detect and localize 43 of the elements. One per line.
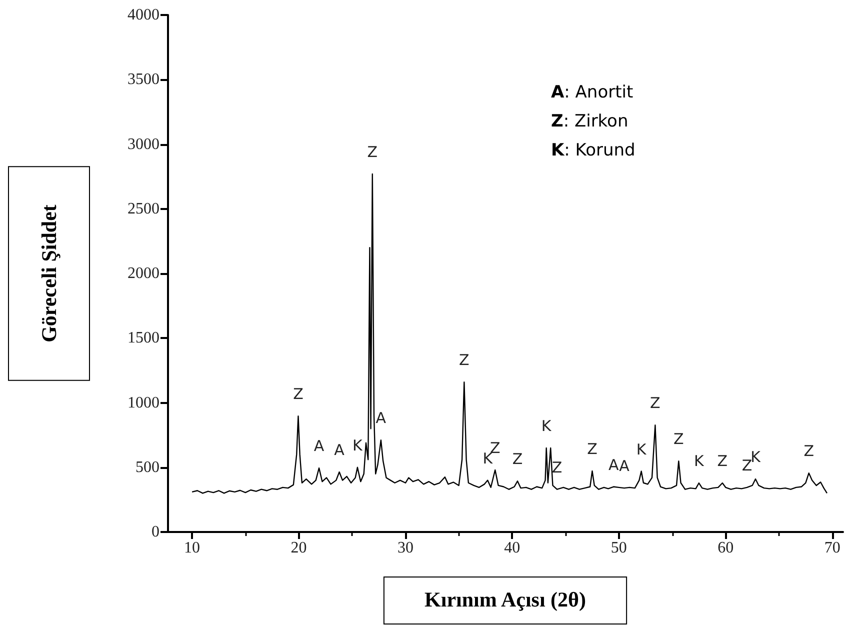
annotation: A (314, 437, 325, 456)
x-tick-label: 40 (504, 540, 520, 556)
y-tick-label: 4000 (128, 6, 160, 24)
annotation: A: Anortit (551, 82, 634, 102)
annotation: Z (742, 456, 752, 474)
annotation: A (608, 456, 620, 474)
line-series (191, 173, 828, 494)
x-axis-title: Kırınım Açısı (2θ) (424, 588, 586, 612)
annotation: Z (512, 450, 523, 468)
annotation: Z (459, 351, 470, 370)
annotation: K (352, 436, 364, 454)
annotation: K: Korund (551, 140, 636, 160)
x-tick-label: 10 (184, 540, 200, 556)
x-tick-label: 70 (824, 540, 840, 556)
annotation: Z (293, 385, 304, 404)
annotation: Z (674, 430, 684, 448)
x-tick-label: 20 (290, 540, 307, 556)
annotation: Z (804, 442, 814, 460)
y-tick-label: 500 (136, 458, 160, 476)
y-tick-label: 2500 (128, 200, 160, 218)
y-tick-label: 3000 (128, 136, 160, 153)
annotation: Z (650, 394, 660, 412)
annotation: A (619, 457, 630, 476)
annotation: Z (587, 440, 598, 458)
y-tick-label: 3500 (128, 71, 160, 88)
y-tick-label: 2000 (128, 265, 160, 282)
annotation: K (541, 416, 552, 435)
annotation: K (636, 440, 648, 458)
annotation: Z (717, 452, 728, 470)
y-tick-label: 0 (152, 524, 160, 540)
annotation: K (694, 452, 706, 470)
y-tick-label: 1500 (128, 330, 160, 347)
y-axis-title: Göreceli Şiddet (37, 204, 61, 342)
annotation: Z (367, 142, 378, 161)
annotation: Z: Zirkon (551, 112, 628, 132)
annotation: K (750, 448, 762, 466)
x-tick-label: 50 (610, 540, 627, 556)
y-tick-label: 1000 (128, 394, 160, 412)
annotation: A (334, 441, 346, 460)
annotation: Z (552, 458, 562, 476)
annotation: A (376, 409, 387, 428)
x-tick-label: 60 (718, 540, 734, 556)
x-tick-label: 30 (397, 540, 414, 556)
